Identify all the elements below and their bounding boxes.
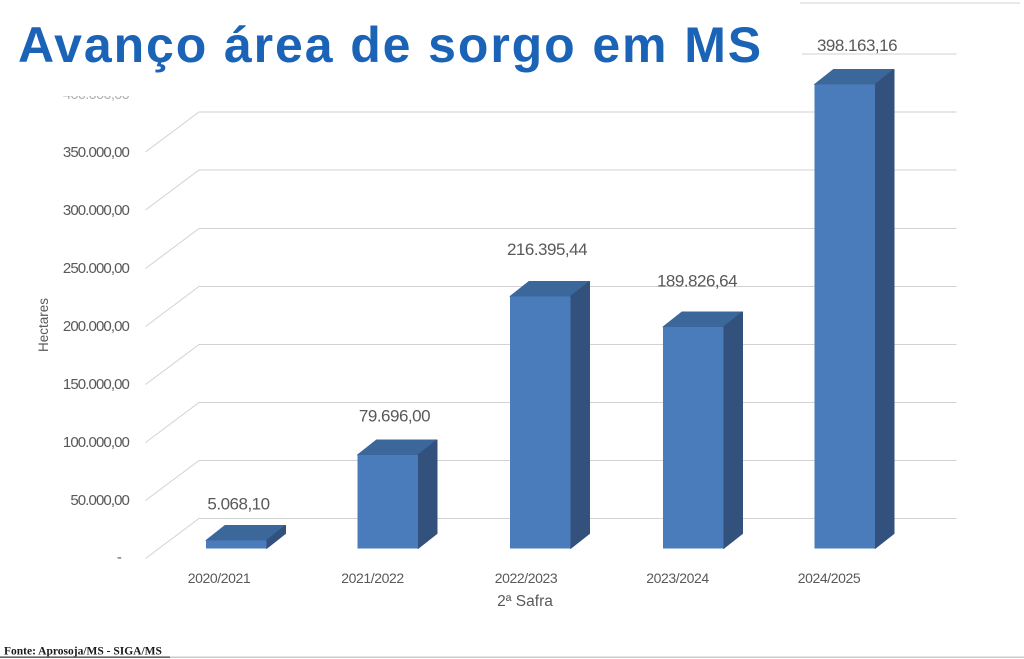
svg-text:2023/2024: 2023/2024: [646, 570, 709, 586]
svg-text:2021/2022: 2021/2022: [341, 570, 404, 586]
svg-text:216.395,44: 216.395,44: [507, 240, 587, 259]
svg-text:Avanço área de sorgo em MS: Avanço área de sorgo em MS: [18, 17, 763, 73]
svg-text:398.163,16: 398.163,16: [817, 36, 897, 55]
svg-text:5.068,10: 5.068,10: [207, 495, 269, 514]
svg-text:100.000,00: 100.000,00: [63, 434, 130, 451]
svg-text:79.696,00: 79.696,00: [359, 407, 430, 426]
svg-text:50.000,00: 50.000,00: [70, 492, 129, 509]
svg-text:-: -: [117, 549, 122, 566]
svg-text:250.000,00: 250.000,00: [63, 260, 130, 277]
svg-text:2ª Safra: 2ª Safra: [497, 593, 553, 610]
svg-text:2022/2023: 2022/2023: [495, 570, 558, 586]
svg-text:Hectares: Hectares: [36, 298, 51, 352]
svg-text:Fonte: Aprosoja/MS - SIGA/MS: Fonte: Aprosoja/MS - SIGA/MS: [4, 646, 162, 658]
svg-text:2020/2021: 2020/2021: [188, 570, 251, 586]
svg-text:2024/2025: 2024/2025: [798, 570, 861, 586]
svg-text:350.000,00: 350.000,00: [63, 144, 130, 161]
svg-text:150.000,00: 150.000,00: [63, 376, 130, 393]
svg-text:300.000,00: 300.000,00: [63, 202, 130, 219]
svg-text:189.826,64: 189.826,64: [657, 272, 737, 291]
svg-text:200.000,00: 200.000,00: [63, 318, 130, 335]
